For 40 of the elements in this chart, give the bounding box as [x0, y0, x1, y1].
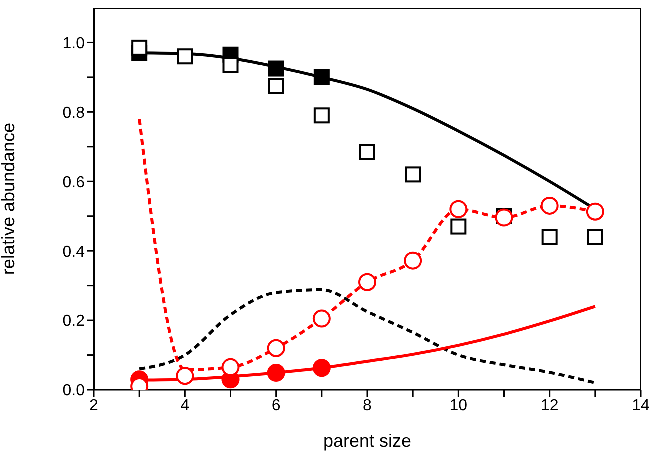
point: [540, 196, 559, 215]
point: [404, 252, 422, 270]
line-series: [138, 288, 597, 385]
point: [268, 60, 284, 77]
point: [132, 40, 148, 56]
point: [360, 144, 376, 160]
point: [542, 229, 558, 246]
x-tick-label: 6: [272, 397, 281, 414]
point: [358, 273, 376, 292]
point: [268, 78, 284, 94]
x-tick-label: 2: [90, 397, 99, 414]
y-tick-label: 0.8: [62, 104, 86, 122]
x-axis-title: parent size: [323, 431, 412, 451]
point: [314, 108, 330, 124]
y-tick-label: 1.0: [62, 35, 86, 52]
y-axis-title: relative abundance: [0, 122, 18, 276]
point: [222, 358, 240, 376]
point: [267, 339, 286, 358]
point: [312, 310, 331, 328]
x-tick-label: 10: [450, 397, 468, 414]
point: [177, 48, 194, 65]
y-tick-label: 0.6: [62, 174, 86, 192]
point: [587, 229, 604, 246]
point: [450, 218, 467, 235]
point: [586, 202, 604, 221]
point: [314, 69, 330, 86]
point: [405, 166, 422, 183]
point: [222, 57, 239, 74]
point: [450, 200, 468, 218]
y-tick-label: 0.4: [62, 244, 86, 261]
point: [176, 367, 194, 386]
x-tick-label: 12: [540, 397, 559, 414]
x-tick-label: 14: [632, 397, 650, 414]
point: [267, 364, 286, 382]
point: [312, 359, 331, 378]
point: [495, 208, 514, 227]
y-tick-label: 0.2: [62, 313, 86, 330]
x-tick-label: 8: [363, 397, 372, 414]
x-tick-label: 4: [180, 397, 190, 414]
text: 0.0: [62, 382, 85, 400]
